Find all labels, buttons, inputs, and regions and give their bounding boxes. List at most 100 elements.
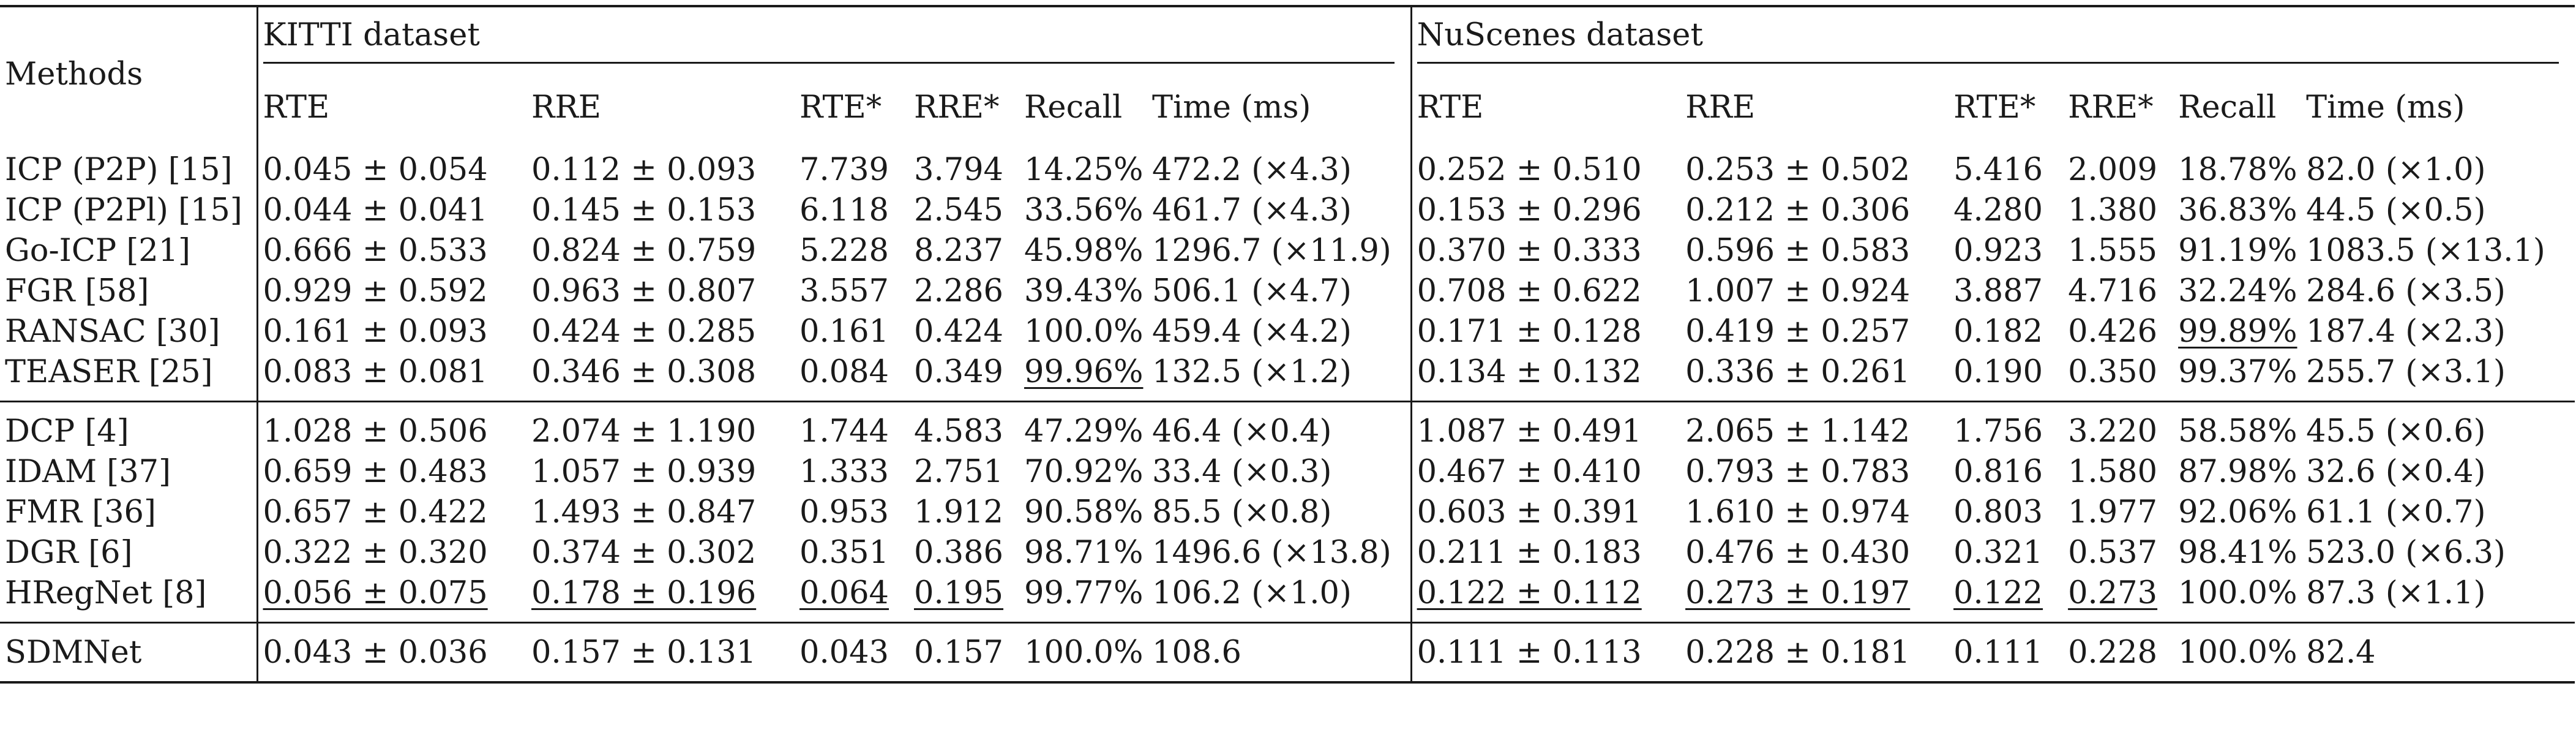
kitti-recall-cell: 98.71%	[1024, 534, 1144, 571]
nuscenes-rre-cell: 0.253 ± 0.502	[1685, 151, 1911, 188]
nuscenes-time-cell: 45.5 (×0.6)	[2301, 401, 2575, 451]
kitti-time-cell: 85.5 (×0.8)	[1152, 494, 1332, 530]
nuscenes-rte-cell: 0.467 ± 0.410	[1410, 451, 1681, 492]
method-name: SDMNet	[0, 622, 257, 684]
kitti-recall-cell: 39.43%	[1024, 273, 1144, 309]
nuscenes-rre-star-cell: 3.220	[2063, 401, 2174, 451]
nuscenes-rre-cell: 0.228 ± 0.181	[1680, 622, 1949, 684]
nuscenes-dataset-header: NuScenes dataset	[1410, 5, 2575, 74]
kitti-rte-cell: 0.083 ± 0.081	[256, 352, 526, 402]
col-header-kitti-time: Time (ms)	[1152, 89, 1311, 126]
nuscenes-rte-star-cell: 0.190	[1953, 353, 2043, 390]
col-header-nuscenes-recall: Recall	[2178, 89, 2277, 126]
header-row-datasets: Methods KITTI dataset NuScenes dataset	[0, 5, 2575, 141]
method-name: ICP (P2P) [15]	[5, 151, 233, 188]
methods-header: Methods	[0, 5, 257, 141]
table-row: DGR [6] 0.322 ± 0.320 0.374 ± 0.302 0.351 0.…	[0, 532, 2575, 573]
method-name: IDAM [37]	[5, 453, 171, 490]
nuscenes-rte-cell: 0.171 ± 0.128	[1410, 311, 1681, 352]
nuscenes-rte-cell: 0.134 ± 0.132	[1410, 352, 1681, 402]
table-row: DCP [4] 1.028 ± 0.506 2.074 ± 1.190 1.744 4.…	[0, 401, 2575, 451]
nuscenes-rte-cell: 0.370 ± 0.333	[1410, 230, 1681, 271]
nuscenes-rte-cell: 0.603 ± 0.391	[1410, 492, 1681, 532]
kitti-recall-cell: 70.92%	[1024, 453, 1144, 490]
nuscenes-rre-cell: 1.007 ± 0.924	[1685, 273, 1911, 309]
kitti-rre-star-cell: 8.237	[914, 232, 1004, 269]
nuscenes-recall-cell: 99.37%	[2178, 353, 2297, 390]
nuscenes-rte-star-cell: 5.416	[1953, 151, 2043, 188]
nuscenes-rre-cell: 0.476 ± 0.430	[1685, 534, 1911, 571]
kitti-time-cell: 472.2 (×4.3)	[1152, 151, 1352, 188]
nuscenes-rre-star-cell: 0.426	[2068, 313, 2158, 350]
kitti-rre-cell: 0.178 ± 0.196	[531, 575, 757, 611]
nuscenes-time-cell: 255.7 (×3.1)	[2306, 353, 2506, 390]
col-header-kitti-rte-star: RTE*	[799, 89, 882, 126]
nuscenes-time-cell: 87.3 (×1.1)	[2306, 575, 2486, 611]
method-name: TEASER [25]	[5, 353, 213, 390]
nuscenes-rte-cell: 0.122 ± 0.112	[1410, 573, 1681, 623]
method-name: FGR [58]	[5, 273, 149, 309]
nuscenes-rte-star-cell: 0.111	[1949, 622, 2064, 684]
kitti-rte-cell: 0.161 ± 0.093	[256, 311, 526, 352]
col-header-nuscenes-rte: RTE	[1410, 74, 1681, 141]
kitti-rre-star-cell: 3.794	[914, 151, 1004, 188]
kitti-rre-cell: 2.074 ± 1.190	[526, 401, 795, 451]
kitti-recall-cell: 100.0%	[1019, 622, 1147, 684]
kitti-recall-cell: 99.77%	[1024, 575, 1144, 611]
kitti-rte-star-cell: 3.557	[799, 273, 889, 309]
nuscenes-rre-star-cell: 1.380	[2068, 192, 2158, 228]
nuscenes-rre-star-cell: 1.555	[2068, 232, 2158, 269]
nuscenes-rte-cell: 0.111 ± 0.113	[1410, 622, 1681, 684]
nuscenes-time-cell: 284.6 (×3.5)	[2306, 273, 2506, 309]
method-name: DCP [4]	[0, 401, 257, 451]
nuscenes-rte-cell: 0.708 ± 0.622	[1410, 271, 1681, 311]
nuscenes-rte-star-cell: 0.321	[1953, 534, 2043, 571]
nuscenes-rre-cell: 0.793 ± 0.783	[1685, 453, 1911, 490]
kitti-rre-cell: 0.346 ± 0.308	[531, 353, 757, 390]
table-row: FMR [36] 0.657 ± 0.422 1.493 ± 0.847 0.953 1…	[0, 492, 2575, 532]
kitti-rre-cell: 0.145 ± 0.153	[531, 192, 757, 228]
kitti-rre-star-cell: 0.195	[914, 575, 1004, 611]
nuscenes-time-cell: 523.0 (×6.3)	[2306, 534, 2506, 571]
table-row: HRegNet [8] 0.056 ± 0.075 0.178 ± 0.196 0.0…	[0, 573, 2575, 623]
nuscenes-time-cell: 44.5 (×0.5)	[2306, 192, 2486, 228]
nuscenes-recall-cell: 36.83%	[2178, 192, 2297, 228]
method-name: FMR [36]	[5, 494, 156, 530]
nuscenes-time-cell: 82.0 (×1.0)	[2306, 151, 2486, 188]
col-header-nuscenes-rre-star: RRE*	[2068, 89, 2154, 126]
nuscenes-rte-star-cell: 0.182	[1953, 313, 2043, 350]
kitti-rte-cell: 0.043 ± 0.036	[256, 622, 526, 684]
col-header-kitti-recall: Recall	[1024, 89, 1123, 126]
kitti-rre-cell: 0.374 ± 0.302	[531, 534, 757, 571]
kitti-rre-star-cell: 4.583	[909, 401, 1019, 451]
kitti-rte-cell: 0.045 ± 0.054	[256, 141, 526, 190]
col-header-nuscenes-rre: RRE	[1685, 89, 1756, 126]
method-name: DGR [6]	[5, 534, 133, 571]
kitti-recall-cell: 90.58%	[1024, 494, 1144, 530]
nuscenes-time-cell: 82.4	[2301, 622, 2575, 684]
kitti-rte-star-cell: 0.064	[799, 575, 889, 611]
nuscenes-rre-cell: 1.610 ± 0.974	[1685, 494, 1911, 530]
method-name: HRegNet [8]	[5, 575, 207, 611]
method-name: RANSAC [30]	[5, 313, 220, 350]
header-row-columns: RTE RRE RTE* RRE* Recall Time (ms) RTE R…	[0, 74, 2575, 141]
table-body: ICP (P2P) [15] 0.045 ± 0.054 0.112 ± 0.093…	[0, 141, 2575, 684]
kitti-recall-cell: 47.29%	[1019, 401, 1147, 451]
kitti-time-cell: 1496.6 (×13.8)	[1152, 534, 1391, 571]
nuscenes-recall-cell: 32.24%	[2178, 273, 2297, 309]
method-name: Go-ICP [21]	[5, 232, 191, 269]
nuscenes-recall-cell: 91.19%	[2178, 232, 2297, 269]
kitti-rte-cell: 0.657 ± 0.422	[256, 492, 526, 532]
kitti-recall-cell: 33.56%	[1024, 192, 1144, 228]
nuscenes-recall-cell: 100.0%	[2178, 575, 2297, 611]
kitti-rte-cell: 0.666 ± 0.533	[256, 230, 526, 271]
nuscenes-rte-cell: 1.087 ± 0.491	[1410, 401, 1681, 451]
nuscenes-time-cell: 32.6 (×0.4)	[2306, 453, 2486, 490]
kitti-rte-cell: 0.056 ± 0.075	[256, 573, 526, 623]
kitti-time-cell: 1296.7 (×11.9)	[1152, 232, 1391, 269]
kitti-rre-cell: 0.824 ± 0.759	[531, 232, 757, 269]
kitti-rre-cell: 0.424 ± 0.285	[531, 313, 757, 350]
nuscenes-recall-cell: 58.58%	[2173, 401, 2302, 451]
nuscenes-time-cell: 187.4 (×2.3)	[2306, 313, 2506, 350]
